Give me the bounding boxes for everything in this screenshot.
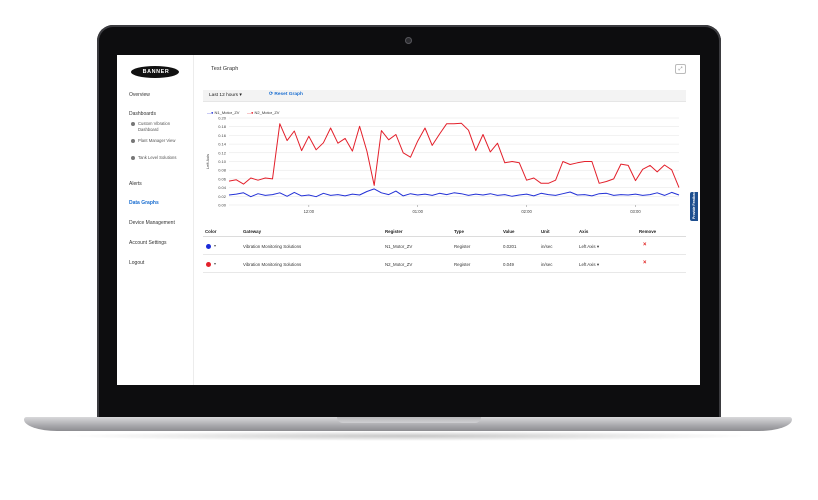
bullet-icon (131, 156, 135, 160)
gateway-cell: Vibration Monitoring Solutions (243, 262, 302, 267)
color-swatch[interactable] (206, 262, 211, 267)
dashboard-item-custom-vibration[interactable]: Custom Vibration Dashboard (131, 121, 191, 133)
column-header-unit: Unit (541, 229, 550, 234)
sidebar-item-dashboards[interactable]: Dashboards (129, 111, 156, 117)
legend-line-icon: —● (207, 110, 214, 115)
sidebar-item-data-graphs[interactable]: Data Graphs (129, 200, 159, 206)
column-header-type: Type (454, 229, 464, 234)
y-tick-label: 0.12 (218, 150, 227, 155)
chevron-down-icon: ▾ (595, 244, 600, 249)
column-header-register: Register (385, 229, 403, 234)
logo-text: BANNER (142, 69, 170, 75)
chevron-down-icon: ▾ (595, 262, 600, 267)
reset-graph-label: Reset Graph (274, 92, 303, 97)
value-cell: 0.049 (503, 262, 514, 267)
legend-item-n1[interactable]: —● N1_Motor_ZV (207, 110, 239, 115)
reset-graph-button[interactable]: ⟳ Reset Graph (269, 92, 303, 97)
column-header-value: Value (503, 229, 515, 234)
chart-plot[interactable]: 0.20 0.18 0.16 0.14 0.12 0.10 0.08 0.06 0.04 0.02… (203, 116, 683, 222)
expand-icon[interactable]: ⤢ (675, 64, 686, 74)
remove-row-button[interactable]: × (643, 260, 647, 266)
table-row: ▾ Vibration Monitoring Solutions N1_Moto… (203, 237, 686, 255)
chevron-down-icon[interactable]: ▾ (214, 261, 217, 266)
axis-select[interactable]: Left Axis ▾ (579, 262, 599, 268)
refresh-icon: ⟳ (269, 92, 275, 97)
dashboard-item-tank-level[interactable]: Tank Level Solutions (131, 155, 191, 167)
legend-label: N2_Motor_ZV (254, 110, 280, 115)
chevron-down-icon[interactable]: ▾ (214, 243, 217, 248)
sidebar-item-account-settings[interactable]: Account Settings (129, 240, 167, 246)
bullet-icon (131, 122, 135, 126)
y-tick-label: 0.08 (218, 168, 227, 173)
y-tick-label: 0.18 (218, 124, 227, 129)
x-tick-label: 02:00 (521, 209, 532, 214)
page-title: Test Graph (211, 66, 239, 72)
laptop-shadow (60, 431, 758, 441)
time-range-select[interactable]: Last 12 hours ▾ (209, 93, 242, 98)
sidebar-item-overview[interactable]: Overview (129, 92, 150, 98)
app-screen: BANNER Overview Dashboards Custom Vibrat… (117, 55, 700, 385)
dashboard-item-label: Tank Level Solutions (138, 155, 177, 160)
unit-cell: in/sec (541, 262, 553, 267)
bullet-icon (131, 139, 135, 143)
y-tick-label: 0.14 (218, 142, 227, 147)
chevron-down-icon: ▾ (239, 93, 242, 98)
y-tick-label: 0.04 (218, 185, 227, 190)
y-tick-label: 0.20 (218, 116, 227, 121)
series-line (228, 188, 680, 198)
y-tick-label: 0.16 (218, 133, 227, 138)
column-header-axis: Axis (579, 229, 589, 234)
value-cell: 0.0201 (503, 244, 517, 249)
column-header-remove: Remove (639, 229, 657, 234)
y-tick-label: 0.06 (218, 176, 227, 181)
dashboard-item-label: Plant Manager View (138, 138, 176, 143)
column-header-color: Color (205, 229, 217, 234)
y-tick-label: 0.00 (218, 203, 227, 208)
unit-cell: in/sec (541, 244, 553, 249)
y-tick-label: 0.10 (218, 159, 227, 164)
dashboard-item-label: Custom Vibration Dashboard (138, 121, 171, 132)
banner-logo[interactable]: BANNER (131, 66, 179, 78)
remove-row-button[interactable]: × (643, 242, 647, 248)
laptop-base (24, 417, 792, 431)
y-axis-label: Left Axis (205, 154, 210, 169)
legend-item-n2[interactable]: —● N2_Motor_ZV (247, 110, 279, 115)
table-row: ▾ Vibration Monitoring Solutions N2_Moto… (203, 255, 686, 273)
table-header: Color Gateway Register Type Value Unit A… (203, 226, 686, 237)
column-header-gateway: Gateway (243, 229, 262, 234)
sidebar: BANNER Overview Dashboards Custom Vibrat… (117, 55, 194, 385)
line-chart: —● N1_Motor_ZV —● N2_Motor_ZV 0.20 0.18 0.… (203, 110, 683, 220)
type-cell: Register (454, 262, 471, 267)
x-tick-label: 01:00 (412, 209, 423, 214)
time-range-value: Last 12 hours (209, 93, 239, 98)
graph-toolbar: Last 12 hours ▾ ⟳ Reset Graph (203, 90, 686, 102)
type-cell: Register (454, 244, 471, 249)
sidebar-item-device-management[interactable]: Device Management (129, 220, 175, 226)
y-tick-label: 0.02 (218, 194, 227, 199)
color-swatch[interactable] (206, 244, 211, 249)
axis-value: Left Axis (579, 262, 596, 267)
register-cell: N1_Motor_ZV (385, 244, 413, 249)
legend-line-icon: —● (247, 110, 254, 115)
register-cell: N2_Motor_ZV (385, 262, 413, 267)
laptop-notch (337, 417, 481, 423)
series-line (228, 122, 680, 188)
dashboard-item-plant-manager[interactable]: Plant Manager View (131, 138, 191, 150)
sidebar-item-logout[interactable]: Logout (129, 260, 145, 266)
feedback-tab-label: Provide Feedback (692, 189, 696, 219)
sidebar-item-alerts[interactable]: Alerts (129, 181, 142, 187)
axis-value: Left Axis (579, 244, 596, 249)
feedback-tab[interactable]: Provide Feedback (690, 189, 698, 221)
series-table: Color Gateway Register Type Value Unit A… (203, 226, 686, 273)
gateway-cell: Vibration Monitoring Solutions (243, 244, 302, 249)
x-tick-label: 12:00 (304, 209, 315, 214)
axis-select[interactable]: Left Axis ▾ (579, 244, 599, 250)
webcam-icon (405, 37, 412, 44)
legend-label: N1_Motor_ZV (214, 110, 240, 115)
x-tick-label: 03:00 (630, 209, 641, 214)
